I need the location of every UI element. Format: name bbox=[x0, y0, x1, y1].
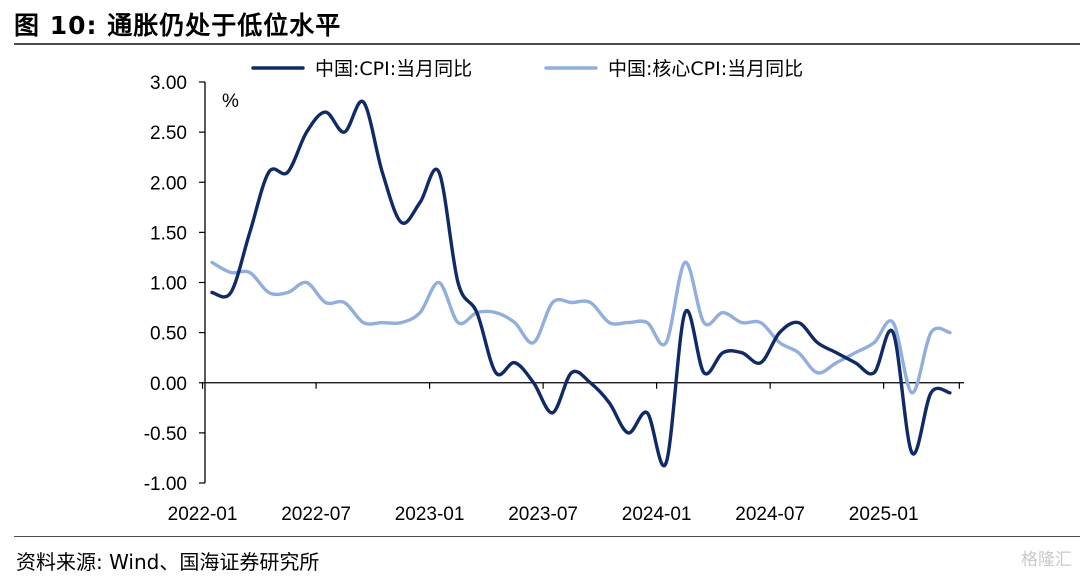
series-line-cpi bbox=[210, 99, 952, 468]
x-tick-label: 2024-07 bbox=[735, 504, 805, 525]
x-tick-label: 2022-07 bbox=[281, 504, 351, 525]
chart-legend: 中国:CPI:当月同比 中国:核心CPI:当月同比 bbox=[251, 58, 803, 80]
y-tick-label: 0.50 bbox=[150, 324, 187, 345]
x-tick-label: 2023-01 bbox=[395, 504, 465, 525]
chart-series bbox=[210, 99, 952, 468]
y-tick-label: -1.00 bbox=[144, 474, 187, 495]
title-rule bbox=[14, 43, 1080, 45]
y-tick-label: 2.50 bbox=[150, 123, 187, 144]
y-tick-label: 1.00 bbox=[150, 274, 187, 295]
legend-label-core: 中国:核心CPI:当月同比 bbox=[608, 58, 803, 80]
y-tick-label: -0.50 bbox=[144, 424, 187, 445]
legend-label-cpi: 中国:CPI:当月同比 bbox=[315, 58, 472, 80]
x-axis-ticks: 2022-01 2022-07 2023-01 2023-07 2024-01 2024-… bbox=[168, 382, 960, 525]
y-axis-unit-label: % bbox=[222, 91, 239, 112]
x-tick-label: 2025-01 bbox=[849, 504, 919, 525]
x-tick-label: 2024-01 bbox=[622, 504, 692, 525]
footer-rule bbox=[14, 536, 1080, 537]
chart-axes bbox=[204, 82, 964, 483]
series-line-core bbox=[210, 260, 952, 395]
x-tick-label: 2023-07 bbox=[508, 504, 578, 525]
source-note: 资料来源: Wind、国海证券研究所 bbox=[16, 550, 320, 574]
figure-title: 图 10: 通胀仍处于低位水平 bbox=[14, 11, 342, 40]
x-tick-label: 2022-01 bbox=[168, 504, 238, 525]
watermark-text: 格隆汇 bbox=[1021, 550, 1072, 570]
y-axis-ticks: -1.00 -0.50 0.00 0.50 1.00 1.50 2.00 2.50 3.00 bbox=[144, 73, 205, 495]
y-tick-label: 1.50 bbox=[150, 223, 187, 244]
y-tick-label: 3.00 bbox=[150, 73, 187, 94]
y-tick-label: 0.00 bbox=[150, 374, 187, 395]
y-tick-label: 2.00 bbox=[150, 173, 187, 194]
